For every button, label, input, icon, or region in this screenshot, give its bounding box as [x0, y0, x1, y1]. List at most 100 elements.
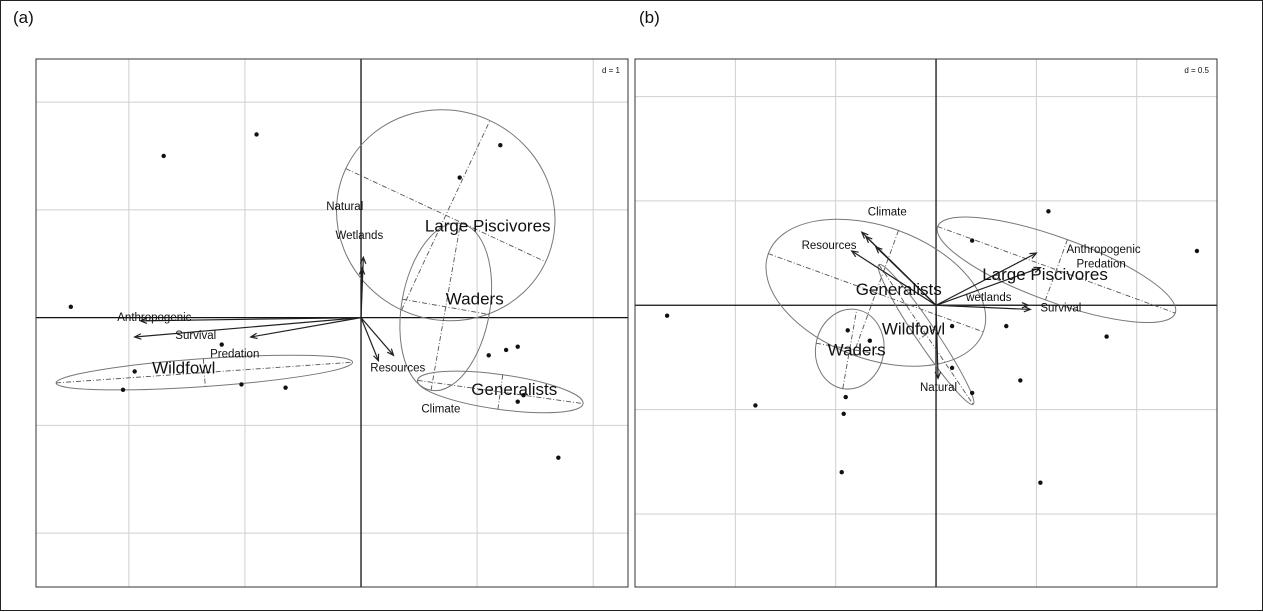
ellipse-wildfowl: [877, 263, 975, 406]
data-point: [867, 338, 873, 343]
arrow-shaft: [360, 317, 394, 356]
arrow-climate: [360, 317, 380, 363]
ellipse-minor-axis: [402, 298, 490, 315]
arrow-head: [1023, 305, 1032, 313]
label-wetlands: Wetlands: [335, 230, 383, 242]
data-point: [843, 394, 848, 400]
arrow-shaft: [360, 268, 363, 318]
data-point: [521, 392, 526, 398]
arrow-anthropogenic: [138, 317, 362, 325]
arrow-anthropogenic: [935, 252, 1038, 306]
data-point: [556, 455, 561, 460]
data-point: [120, 387, 126, 393]
label-resources: Resources: [370, 362, 425, 374]
arrow-head: [359, 255, 367, 265]
label-generalists: Generalists: [856, 280, 942, 299]
data-point: [239, 382, 244, 387]
data-point: [132, 369, 137, 374]
arrow-head: [850, 250, 859, 258]
arrow-natural: [934, 305, 942, 380]
data-point: [515, 399, 520, 404]
scale-label: d = 0.5: [1184, 66, 1209, 75]
arrow-wildfowl: [874, 245, 937, 306]
arrow-shaft: [936, 304, 1031, 311]
label-survival: Survival: [175, 330, 216, 342]
plot-frame: [35, 58, 629, 588]
label-predation: Predation: [1077, 259, 1126, 271]
data-point: [845, 328, 850, 333]
arrow-head: [358, 266, 366, 275]
ellipse-large-piscivores: [335, 109, 556, 322]
plot-frame: [634, 58, 1218, 588]
arrow-wetlands: [358, 266, 366, 318]
ellipse-major-axis: [768, 253, 984, 333]
label-predation: Predation: [210, 348, 259, 360]
arrow-shaft: [134, 317, 362, 338]
ellipse-major-axis: [937, 226, 1176, 314]
label-survival: Survival: [1040, 303, 1081, 315]
label-climate: Climate: [868, 207, 907, 219]
ellipse-major-axis: [56, 361, 353, 384]
data-point: [949, 365, 955, 371]
arrow-head: [249, 332, 258, 340]
data-point: [839, 470, 844, 475]
data-point: [503, 347, 509, 353]
label-waders: Waders: [446, 290, 504, 309]
label-climate: Climate: [421, 403, 460, 415]
arrow-predation: [249, 317, 362, 340]
data-point: [68, 304, 74, 310]
data-point: [283, 385, 288, 390]
arrow-shaft: [250, 317, 362, 338]
arrow-head: [1029, 252, 1038, 259]
label-wetlands: wetlands: [965, 292, 1012, 304]
label-large-piscivores: Large Piscivores: [982, 265, 1108, 284]
label-wildfowl: Wildfowl: [882, 319, 945, 338]
ellipse-wildfowl: [55, 354, 354, 391]
ellipse-minor-axis: [816, 342, 884, 356]
data-point: [515, 344, 520, 349]
panel-label-b: (b): [639, 8, 660, 27]
label-waders: Waders: [828, 340, 886, 359]
arrow-shaft: [875, 246, 937, 306]
panel-0: Large Piscivores Waders Wildfowl Generalist…: [35, 58, 629, 588]
ellipse-generalists: [765, 218, 987, 367]
ellipse-minor-axis: [917, 328, 935, 341]
data-point: [1194, 248, 1200, 254]
arrow-shaft: [935, 252, 1037, 306]
ellipse-minor-axis: [852, 230, 899, 356]
arrow-head: [864, 235, 873, 244]
ellipse-waders: [814, 308, 885, 390]
arrow-survival: [936, 304, 1032, 313]
arrow-shaft: [935, 305, 939, 379]
data-point: [664, 313, 670, 318]
data-point: [1004, 323, 1009, 329]
arrow-shaft: [851, 250, 937, 306]
ellipse-generalists: [417, 370, 584, 414]
label-natural: Natural: [920, 382, 957, 394]
data-point: [969, 390, 975, 396]
arrow-head: [1033, 266, 1042, 273]
data-point: [1038, 480, 1043, 485]
data-point: [254, 132, 259, 137]
arrow-shaft: [935, 267, 1041, 306]
arrow-head: [138, 317, 148, 325]
data-point: [841, 411, 846, 416]
arrow-head: [133, 333, 142, 340]
arrow-survival: [133, 317, 362, 340]
panel-label-a: (a): [13, 8, 34, 27]
data-point: [219, 342, 224, 347]
arrow-resources: [360, 317, 395, 357]
ellipse-minor-axis: [345, 168, 546, 263]
label-anthropogenic: Anthropogenic: [1066, 244, 1140, 256]
arrow-shaft: [140, 317, 362, 322]
label-anthropogenic: Anthropogenic: [117, 312, 191, 324]
data-point: [1046, 209, 1051, 214]
arrow-head: [860, 231, 869, 239]
ellipse-minor-axis: [497, 374, 504, 410]
plot-area-0: Large Piscivores Waders Wildfowl Generalist…: [36, 59, 628, 587]
arrow-resources: [850, 250, 937, 306]
data-point: [1104, 334, 1109, 339]
panel-1: Climate Resources Anthropogenic PredationLa…: [634, 58, 1218, 588]
arrow-predation: [935, 266, 1042, 306]
